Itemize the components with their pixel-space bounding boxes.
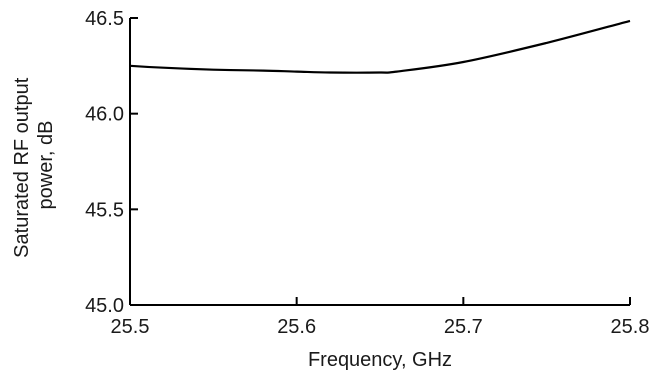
- y-tick-label: 45.0: [85, 295, 124, 317]
- plot-area: [129, 18, 630, 306]
- x-tick-label: 25.5: [111, 316, 150, 338]
- y-tick-label: 45.5: [85, 199, 124, 221]
- x-tick-label: 25.6: [277, 316, 316, 338]
- x-tick-label: 25.8: [611, 316, 650, 338]
- x-ticks: 25.5 25.6 25.7 25.8: [111, 297, 650, 338]
- x-tick-label: 25.7: [444, 316, 483, 338]
- x-axis-title: Frequency, GHz: [308, 349, 452, 371]
- y-tick-label: 46.5: [85, 8, 124, 30]
- series-line-0: [129, 19, 631, 74]
- y-tick-label: 46.0: [85, 104, 124, 126]
- y-axis-title-line-1: Saturated RF output: [11, 77, 33, 258]
- y-axis-title-line-2: power, dB: [35, 121, 57, 210]
- y-ticks: 45.0 45.5 46.0 46.5: [85, 8, 138, 317]
- y-axis-title: Saturated RF output power, dB: [11, 72, 57, 258]
